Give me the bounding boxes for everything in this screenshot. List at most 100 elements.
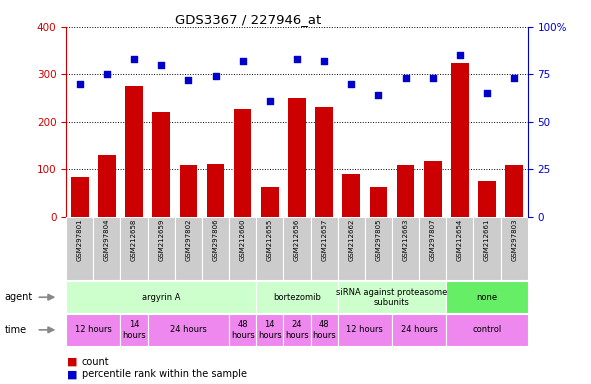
Bar [288, 98, 306, 217]
Bar [473, 217, 501, 280]
Text: GSM212656: GSM212656 [294, 219, 300, 261]
Bar [369, 187, 387, 217]
Text: 24
hours: 24 hours [285, 320, 309, 339]
Bar [261, 187, 278, 217]
Bar [180, 165, 197, 217]
Point [401, 75, 410, 81]
Text: GSM297805: GSM297805 [375, 219, 381, 262]
Point [157, 62, 166, 68]
Bar [66, 281, 256, 313]
Bar [256, 314, 284, 346]
Point [482, 90, 492, 96]
Bar [501, 217, 528, 280]
Bar [337, 314, 392, 346]
Text: GSM297801: GSM297801 [77, 219, 83, 262]
Point [265, 98, 275, 104]
Text: GSM212658: GSM212658 [131, 219, 137, 261]
Bar [207, 164, 225, 217]
Bar [234, 109, 252, 217]
Point [346, 81, 356, 87]
Bar [446, 281, 528, 313]
Point [102, 71, 112, 78]
Text: GSM297803: GSM297803 [511, 219, 517, 262]
Point [184, 77, 193, 83]
Text: GSM212662: GSM212662 [348, 219, 354, 261]
Bar [148, 217, 175, 280]
Text: ■: ■ [67, 369, 77, 379]
Text: control: control [472, 325, 502, 334]
Point [509, 75, 519, 81]
Text: GSM297802: GSM297802 [186, 219, 191, 262]
Bar [256, 281, 337, 313]
Bar [152, 113, 170, 217]
Text: 14
hours: 14 hours [258, 320, 282, 339]
Point [211, 73, 220, 79]
Text: GSM212657: GSM212657 [321, 219, 327, 261]
Text: GSM297804: GSM297804 [104, 219, 110, 262]
Bar [392, 217, 419, 280]
Bar [284, 217, 310, 280]
Bar [93, 217, 121, 280]
Text: siRNA against proteasome
subunits: siRNA against proteasome subunits [336, 288, 448, 307]
Point [129, 56, 139, 62]
Text: none: none [476, 293, 498, 302]
Text: ■: ■ [67, 357, 77, 367]
Text: percentile rank within the sample: percentile rank within the sample [82, 369, 246, 379]
Bar [175, 217, 202, 280]
Bar [148, 314, 229, 346]
Text: GSM297806: GSM297806 [213, 219, 219, 262]
Bar [310, 314, 337, 346]
Text: GSM212663: GSM212663 [402, 219, 408, 262]
Text: GSM297807: GSM297807 [430, 219, 436, 262]
Text: 12 hours: 12 hours [75, 325, 112, 334]
Bar [66, 314, 121, 346]
Bar [71, 177, 89, 217]
Point [238, 58, 248, 64]
Bar [419, 217, 446, 280]
Text: argyrin A: argyrin A [142, 293, 180, 302]
Bar [66, 217, 93, 280]
Bar [424, 161, 441, 217]
Point [319, 58, 329, 64]
Bar [397, 165, 414, 217]
Bar [505, 165, 523, 217]
Text: 12 hours: 12 hours [346, 325, 384, 334]
Bar [337, 281, 446, 313]
Bar [365, 217, 392, 280]
Text: bortezomib: bortezomib [273, 293, 321, 302]
Bar [337, 217, 365, 280]
Text: GSM212655: GSM212655 [267, 219, 273, 261]
Text: GDS3367 / 227946_at: GDS3367 / 227946_at [175, 13, 322, 26]
Text: GSM212659: GSM212659 [158, 219, 164, 261]
Text: 24 hours: 24 hours [401, 325, 437, 334]
Bar [478, 181, 496, 217]
Bar [125, 86, 143, 217]
Point [428, 75, 437, 81]
Bar [202, 217, 229, 280]
Text: 48
hours: 48 hours [231, 320, 255, 339]
Bar [451, 63, 469, 217]
Text: GSM212660: GSM212660 [240, 219, 246, 262]
Bar [98, 155, 116, 217]
Bar [310, 217, 337, 280]
Bar [446, 217, 473, 280]
Bar [446, 314, 528, 346]
Bar [121, 217, 148, 280]
Text: agent: agent [5, 292, 33, 302]
Text: GSM212661: GSM212661 [484, 219, 490, 262]
Text: GSM212654: GSM212654 [457, 219, 463, 261]
Bar [229, 314, 256, 346]
Bar [256, 217, 284, 280]
Text: time: time [5, 325, 27, 335]
Text: 24 hours: 24 hours [170, 325, 207, 334]
Point [374, 92, 383, 98]
Point [455, 52, 465, 58]
Point [75, 81, 85, 87]
Bar [316, 107, 333, 217]
Text: 14
hours: 14 hours [122, 320, 146, 339]
Bar [284, 314, 310, 346]
Bar [121, 314, 148, 346]
Text: count: count [82, 357, 109, 367]
Text: 48
hours: 48 hours [312, 320, 336, 339]
Point [293, 56, 302, 62]
